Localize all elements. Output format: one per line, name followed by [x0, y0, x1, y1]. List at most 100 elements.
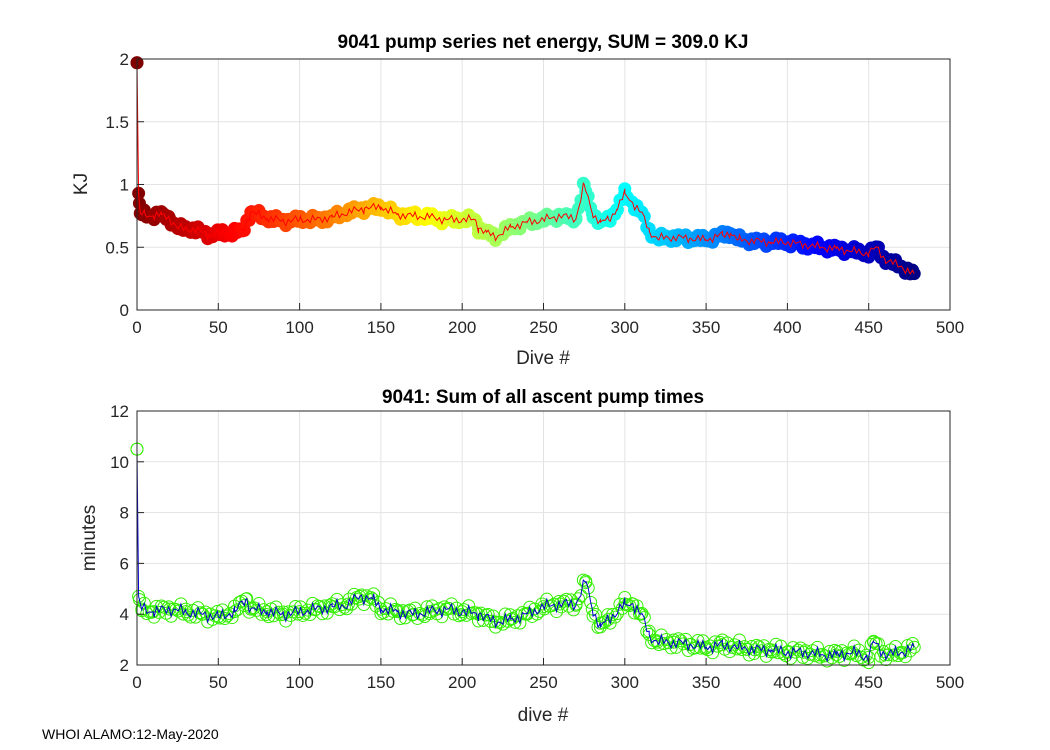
footer-credit: WHOI ALAMO:12-May-2020 [42, 726, 219, 742]
pump-time-chart-panel: 0 50 100 150 200 250 300 350 400 450 500 2 4 6 8 10 12 9… [79, 387, 964, 726]
pump-data-point [174, 597, 188, 611]
pump-data-point [341, 597, 355, 611]
pump-data-point [364, 591, 378, 605]
pump-data-point [374, 607, 388, 621]
energy-x-tick-label: 450 [855, 318, 883, 337]
pump-data-point [713, 635, 727, 649]
pump-data-point [220, 609, 234, 623]
pump-data-point [579, 574, 593, 588]
pump-y-tick-label: 12 [110, 402, 129, 421]
energy-chart-title: 9041 pump series net energy, SUM = 309.0… [338, 32, 749, 53]
pump-data-point [871, 637, 885, 651]
pump-data-point [571, 592, 585, 606]
energy-x-tick-label: 200 [448, 318, 476, 337]
pump-x-tick-label: 150 [367, 673, 395, 692]
energy-y-axis-label: KJ [71, 173, 92, 195]
energy-x-tick-label: 50 [209, 318, 228, 337]
pump-data-point [508, 615, 522, 629]
pump-x-tick-label: 50 [209, 673, 228, 692]
energy-y-tick-label: 0 [120, 301, 129, 320]
energy-y-tick-label: 2 [120, 50, 129, 69]
energy-x-tick-label: 250 [529, 318, 557, 337]
pump-data-point [847, 639, 861, 653]
pump-data-point [462, 599, 476, 613]
pump-data-point [864, 638, 878, 652]
pump-data-point [157, 600, 171, 614]
pump-y-tick-label: 10 [110, 453, 129, 472]
pump-data-point [608, 610, 622, 624]
pump-data-point [759, 649, 773, 663]
pump-x-tick-label: 200 [448, 673, 476, 692]
pump-ticks: 0 50 100 150 200 250 300 350 400 450 500 2 4 6 8 10 12 [110, 402, 964, 692]
energy-x-tick-label: 150 [367, 318, 395, 337]
pump-data-point [664, 641, 678, 655]
pump-series-line [136, 449, 915, 663]
pump-data-point [654, 628, 668, 642]
energy-y-tick-label: 0.5 [105, 238, 129, 257]
pump-series [130, 442, 921, 670]
energy-series-line [136, 62, 915, 275]
energy-y-tick-label: 1 [120, 176, 129, 195]
pump-data-point [337, 600, 351, 614]
pump-chart-title: 9041: Sum of all ascent pump times [382, 387, 704, 408]
pump-data-point [637, 611, 651, 625]
energy-series [130, 56, 921, 281]
pump-data-point [593, 620, 607, 634]
pump-data-point [669, 640, 683, 654]
pump-data-point [557, 594, 571, 608]
energy-data-point [907, 267, 921, 281]
energy-x-tick-label: 300 [611, 318, 639, 337]
pump-data-point [540, 592, 554, 606]
pump-data-point [586, 609, 600, 623]
pump-data-point [606, 607, 620, 621]
pump-y-tick-label: 8 [120, 504, 129, 523]
pump-data-point [562, 599, 576, 613]
pump-data-point [576, 573, 590, 587]
pump-x-tick-label: 0 [132, 673, 141, 692]
pump-data-point [504, 612, 518, 626]
pump-x-tick-label: 350 [692, 673, 720, 692]
pump-data-point [652, 638, 666, 652]
pump-data-point [267, 609, 281, 623]
energy-x-tick-label: 400 [773, 318, 801, 337]
pump-x-tick-label: 250 [529, 673, 557, 692]
energy-ticks: 0 50 100 150 200 250 300 350 400 450 500 0 0.5 1 1.5 2 [105, 50, 964, 337]
pump-data-point [481, 607, 495, 621]
pump-y-axis-label: minutes [79, 505, 100, 572]
energy-x-axis-label: Dive # [516, 348, 570, 369]
pump-data-point [671, 632, 685, 646]
pump-data-point [293, 600, 307, 614]
pump-x-tick-label: 300 [611, 673, 639, 692]
pump-data-point [218, 612, 232, 626]
pump-y-tick-label: 6 [120, 554, 129, 573]
pump-data-point [574, 589, 588, 603]
pump-data-point [630, 599, 644, 613]
energy-chart-panel: 0 50 100 150 200 250 300 350 400 450 50000.511.52 … [71, 32, 964, 369]
pump-data-point [393, 612, 407, 626]
pump-data-point [903, 644, 917, 658]
pump-x-tick-label: 100 [285, 673, 313, 692]
pump-data-point [164, 609, 178, 623]
pump-data-point [867, 635, 881, 649]
pump-data-point [309, 602, 323, 616]
pump-x-axis-label: dive # [518, 705, 569, 726]
pump-data-point [435, 610, 449, 624]
pump-data-point [634, 607, 648, 621]
pump-data-point [242, 605, 256, 619]
pump-data-point [601, 608, 615, 622]
pump-data-point [815, 648, 829, 662]
pump-data-point [367, 587, 381, 601]
pump-data-point [181, 608, 195, 622]
pump-data-point [154, 599, 168, 613]
pump-data-point [837, 653, 851, 667]
energy-x-tick-label: 500 [936, 318, 964, 337]
pump-data-point [296, 608, 310, 622]
pump-data-point [791, 643, 805, 657]
pump-data-point [503, 608, 517, 622]
pump-data-point [732, 633, 746, 647]
pump-data-point [550, 605, 564, 619]
pump-data-point [147, 610, 161, 624]
pump-data-point [315, 607, 329, 621]
pump-data-point [691, 634, 705, 648]
